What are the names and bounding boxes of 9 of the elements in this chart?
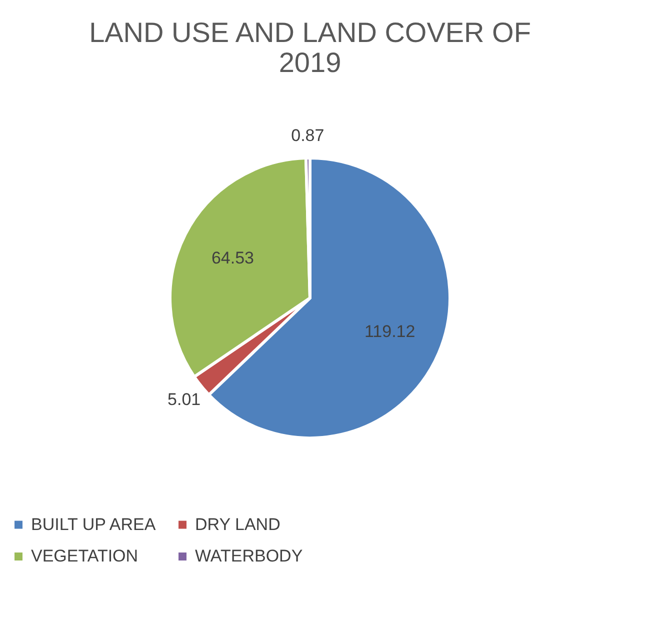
legend-label: DRY LAND xyxy=(195,514,280,534)
data-label: 64.53 xyxy=(211,248,254,268)
data-label: 119.12 xyxy=(364,322,416,342)
data-label: 0.87 xyxy=(291,126,324,146)
data-label: 5.01 xyxy=(168,390,201,409)
chart-title: LAND USE AND LAND COVER OF 2019 xyxy=(89,17,531,78)
legend-label: WATERBODY xyxy=(195,546,303,566)
legend-label: VEGETATION xyxy=(31,546,138,566)
legend-label: BUILT UP AREA xyxy=(31,514,156,534)
